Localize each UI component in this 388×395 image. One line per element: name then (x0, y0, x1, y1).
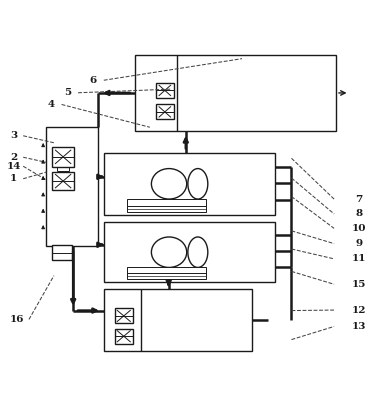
Bar (52, 172, 74, 190)
Bar (104, 222, 275, 282)
Bar (127, 267, 206, 279)
Text: 6: 6 (90, 76, 97, 85)
Bar (104, 289, 251, 351)
Text: 8: 8 (355, 209, 363, 218)
Text: 15: 15 (352, 280, 366, 289)
Text: 13: 13 (352, 322, 366, 331)
Text: 12: 12 (352, 306, 366, 314)
Text: 9: 9 (355, 239, 363, 248)
Text: 14: 14 (7, 162, 21, 171)
Text: 7: 7 (355, 195, 363, 203)
Bar (114, 329, 133, 344)
Bar (135, 55, 336, 131)
Text: 10: 10 (352, 224, 366, 233)
Bar (156, 105, 174, 119)
Bar (156, 83, 174, 98)
Bar (104, 153, 275, 215)
Text: 5: 5 (64, 88, 71, 97)
Text: 1: 1 (10, 174, 17, 183)
Text: 4: 4 (48, 100, 55, 109)
Text: 16: 16 (9, 315, 24, 324)
Text: 3: 3 (10, 131, 17, 140)
Text: 11: 11 (352, 254, 366, 263)
Bar (127, 199, 206, 212)
Bar (52, 245, 72, 260)
Bar (46, 127, 98, 246)
Bar (52, 147, 74, 167)
Bar (114, 308, 133, 324)
Text: 2: 2 (10, 153, 17, 162)
